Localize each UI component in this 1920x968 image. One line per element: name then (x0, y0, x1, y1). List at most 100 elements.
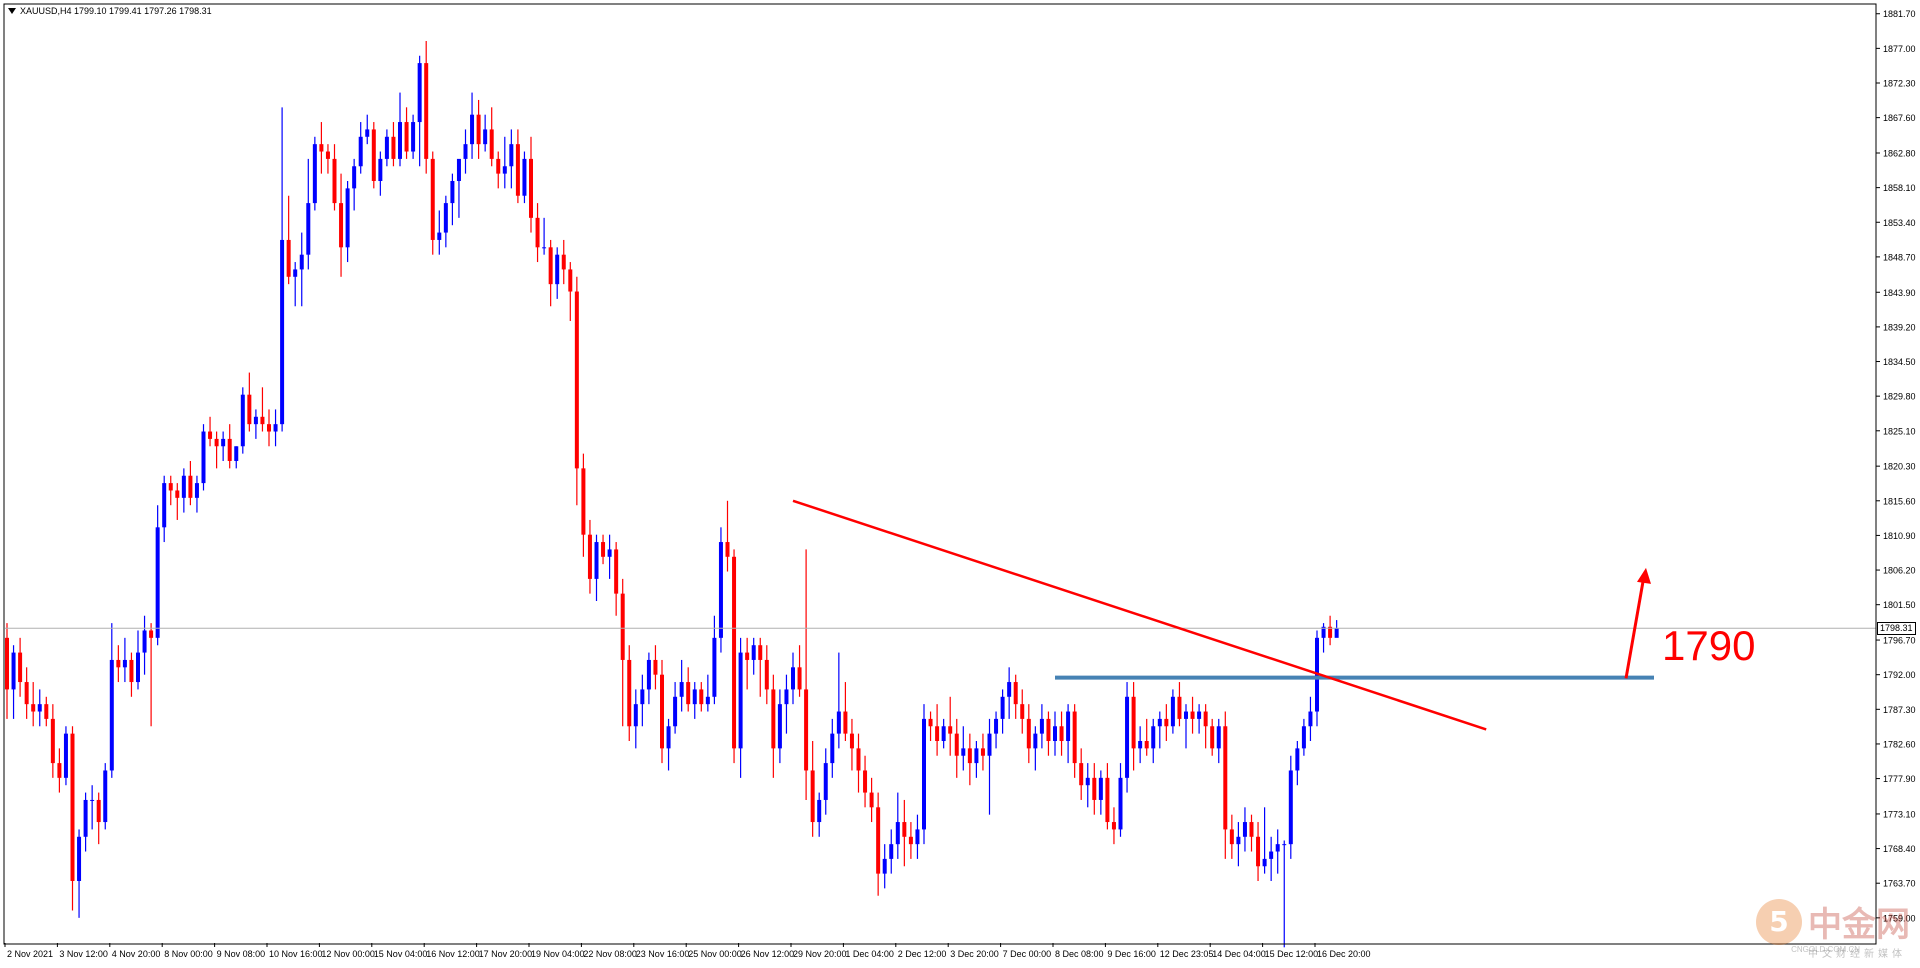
candle (777, 689, 782, 764)
candle-body (745, 652, 750, 660)
candle (646, 652, 651, 705)
candle (515, 129, 520, 204)
candle-body (1007, 682, 1012, 697)
candle-body (908, 836, 913, 845)
candle (686, 667, 691, 712)
candle (116, 645, 121, 683)
candle (267, 409, 271, 447)
candle (358, 122, 363, 174)
candle-body (515, 144, 520, 196)
up-arrow-icon (1637, 567, 1651, 584)
candle-body (162, 483, 167, 528)
candle (1105, 763, 1110, 830)
candle-body (856, 748, 861, 771)
y-tick-label: 1763.70 (1883, 879, 1916, 889)
candle-body (804, 689, 809, 771)
candle (791, 652, 795, 705)
candle-body (221, 438, 226, 447)
candle (450, 173, 455, 226)
candle-body (718, 542, 723, 638)
y-tick-label: 1843.90 (1883, 288, 1916, 298)
candle-body (1262, 858, 1267, 867)
candle (653, 645, 658, 690)
candle (1308, 696, 1313, 741)
candle-body (116, 659, 121, 668)
candle-body (129, 659, 134, 683)
x-tick-label: 26 Nov 12:00 (741, 949, 795, 959)
candle-body (1144, 741, 1149, 749)
candle (378, 151, 383, 196)
candle (535, 203, 540, 263)
candle-body (391, 136, 396, 159)
candle (417, 55, 422, 167)
candle (489, 107, 494, 167)
candle-body (1269, 851, 1274, 859)
candle (915, 814, 920, 859)
candle (260, 387, 265, 432)
candle-body (411, 122, 416, 152)
candle-body (509, 144, 514, 167)
candle-body (1275, 844, 1280, 852)
candle (44, 696, 49, 727)
candle (542, 217, 547, 255)
candle (194, 475, 199, 513)
watermark-name: 中金网 (1808, 905, 1910, 945)
candle (312, 136, 317, 211)
candle-body (1151, 726, 1156, 749)
candle (483, 114, 488, 152)
candle-body (109, 659, 114, 771)
candle-body (823, 763, 828, 800)
candle-body (640, 689, 645, 705)
candle (456, 158, 461, 218)
candle-body (1334, 628, 1339, 638)
candle-body (574, 291, 579, 469)
candle (1000, 689, 1005, 734)
candle-body (994, 718, 999, 734)
y-tick-label: 1796.70 (1883, 636, 1916, 646)
x-tick-label: 10 Nov 16:00 (269, 949, 323, 959)
candle-body (1053, 726, 1057, 741)
x-tick-label: 29 Nov 20:00 (793, 949, 847, 959)
overlays-layer (5, 499, 1876, 731)
candle (1151, 718, 1156, 764)
candle-body (1105, 777, 1110, 823)
candle (319, 122, 324, 174)
candle (718, 527, 723, 653)
candle (1197, 704, 1202, 734)
candle-body (830, 733, 835, 764)
x-tick-label: 22 Nov 08:00 (583, 949, 637, 959)
x-tick-label: 2 Nov 2021 (7, 949, 53, 959)
level-annotation: 1790 (1662, 622, 1756, 669)
y-tick-label: 1858.10 (1883, 183, 1916, 193)
y-tick-label: 1810.90 (1883, 531, 1916, 541)
candle (1242, 807, 1247, 852)
candle (810, 741, 815, 837)
watermark-logo-icon: 5 (1756, 898, 1802, 945)
candle-body (974, 748, 979, 764)
candle-body (555, 254, 560, 285)
candle (437, 210, 442, 255)
candle (1098, 770, 1103, 815)
candle-body (280, 239, 285, 425)
candle (1007, 667, 1012, 719)
candle (24, 667, 29, 719)
candle-body (633, 704, 638, 727)
candle-body (1111, 822, 1116, 830)
y-tick-label: 1877.00 (1883, 44, 1916, 54)
candle (162, 475, 167, 543)
candle-body (882, 858, 887, 874)
candle (1328, 615, 1333, 646)
dropdown-triangle-icon[interactable] (8, 8, 16, 14)
candle-body (784, 689, 789, 705)
candle-body (1170, 696, 1175, 727)
candle-body (417, 63, 422, 123)
y-tick-label: 1834.50 (1883, 357, 1916, 367)
candle-body (1295, 748, 1300, 771)
candle-body (136, 652, 140, 683)
candle (31, 682, 36, 727)
candle-body (1288, 770, 1293, 845)
candles-layer (5, 41, 1339, 948)
candle-body (378, 158, 383, 181)
candle (280, 107, 285, 432)
